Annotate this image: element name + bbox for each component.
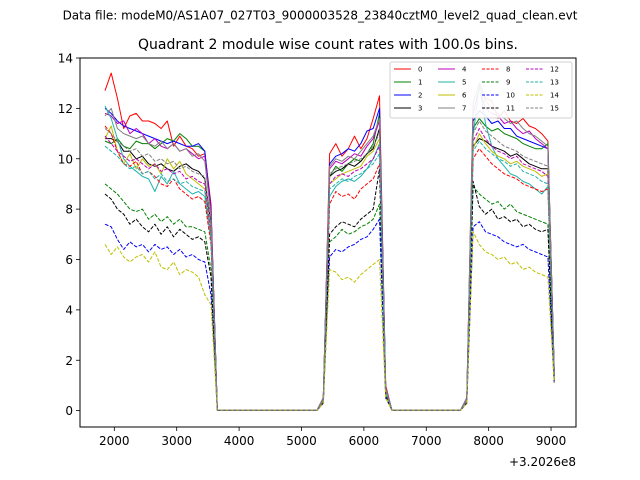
series-line-10 xyxy=(104,218,555,411)
legend-label-15: 15 xyxy=(550,105,559,113)
legend-label-1: 1 xyxy=(418,79,422,87)
y-tick-label: 14 xyxy=(58,52,73,66)
legend-label-2: 2 xyxy=(418,92,422,100)
x-tick-label: 3000 xyxy=(161,434,192,448)
legend-label-4: 4 xyxy=(462,66,467,74)
series-line-13 xyxy=(104,140,555,411)
series-line-14 xyxy=(104,231,555,411)
legend-label-13: 13 xyxy=(550,79,559,87)
y-tick-label: 8 xyxy=(65,203,73,217)
legend-label-0: 0 xyxy=(418,66,422,74)
legend-label-11: 11 xyxy=(506,105,515,113)
series-line-11 xyxy=(104,168,555,411)
legend-label-14: 14 xyxy=(550,92,559,100)
x-tick-label: 2000 xyxy=(99,434,130,448)
x-tick-label: 7000 xyxy=(411,434,442,448)
x-tick-label: 5000 xyxy=(286,434,317,448)
legend-frame xyxy=(389,61,573,119)
y-tick-label: 4 xyxy=(65,303,73,317)
y-tick-label: 0 xyxy=(65,404,73,418)
series-line-12 xyxy=(104,128,555,411)
series-line-15 xyxy=(104,120,555,411)
series-lines xyxy=(104,72,555,411)
suptitle: Data file: modeM0/AS1A07_027T03_90000035… xyxy=(63,9,578,23)
legend-label-9: 9 xyxy=(506,79,510,87)
legend-label-3: 3 xyxy=(418,105,422,113)
x-offset-label: +3.2026e8 xyxy=(509,455,576,469)
x-tick-label: 6000 xyxy=(349,434,380,448)
y-tick-label: 10 xyxy=(58,152,73,166)
legend-label-7: 7 xyxy=(462,105,466,113)
y-tick-label: 2 xyxy=(65,354,73,368)
legend-label-6: 6 xyxy=(462,92,467,100)
x-axis: 2000 3000 4000 5000 6000 7000 8000 9000 xyxy=(99,427,566,448)
axes-frame xyxy=(79,57,577,428)
x-tick-label: 9000 xyxy=(536,434,567,448)
y-tick-label: 6 xyxy=(65,253,73,267)
chart-title: Quadrant 2 module wise count rates with … xyxy=(138,37,518,53)
x-tick-label: 8000 xyxy=(473,434,504,448)
x-tick-label: 4000 xyxy=(224,434,255,448)
legend-label-5: 5 xyxy=(462,79,466,87)
legend-label-10: 10 xyxy=(506,92,515,100)
y-axis: 0 2 4 6 8 10 12 14 xyxy=(58,52,80,418)
plot-area xyxy=(79,57,577,428)
legend-label-8: 8 xyxy=(506,66,510,74)
series-line-8 xyxy=(104,125,555,411)
y-tick-label: 12 xyxy=(58,102,73,116)
legend-label-12: 12 xyxy=(550,66,559,74)
